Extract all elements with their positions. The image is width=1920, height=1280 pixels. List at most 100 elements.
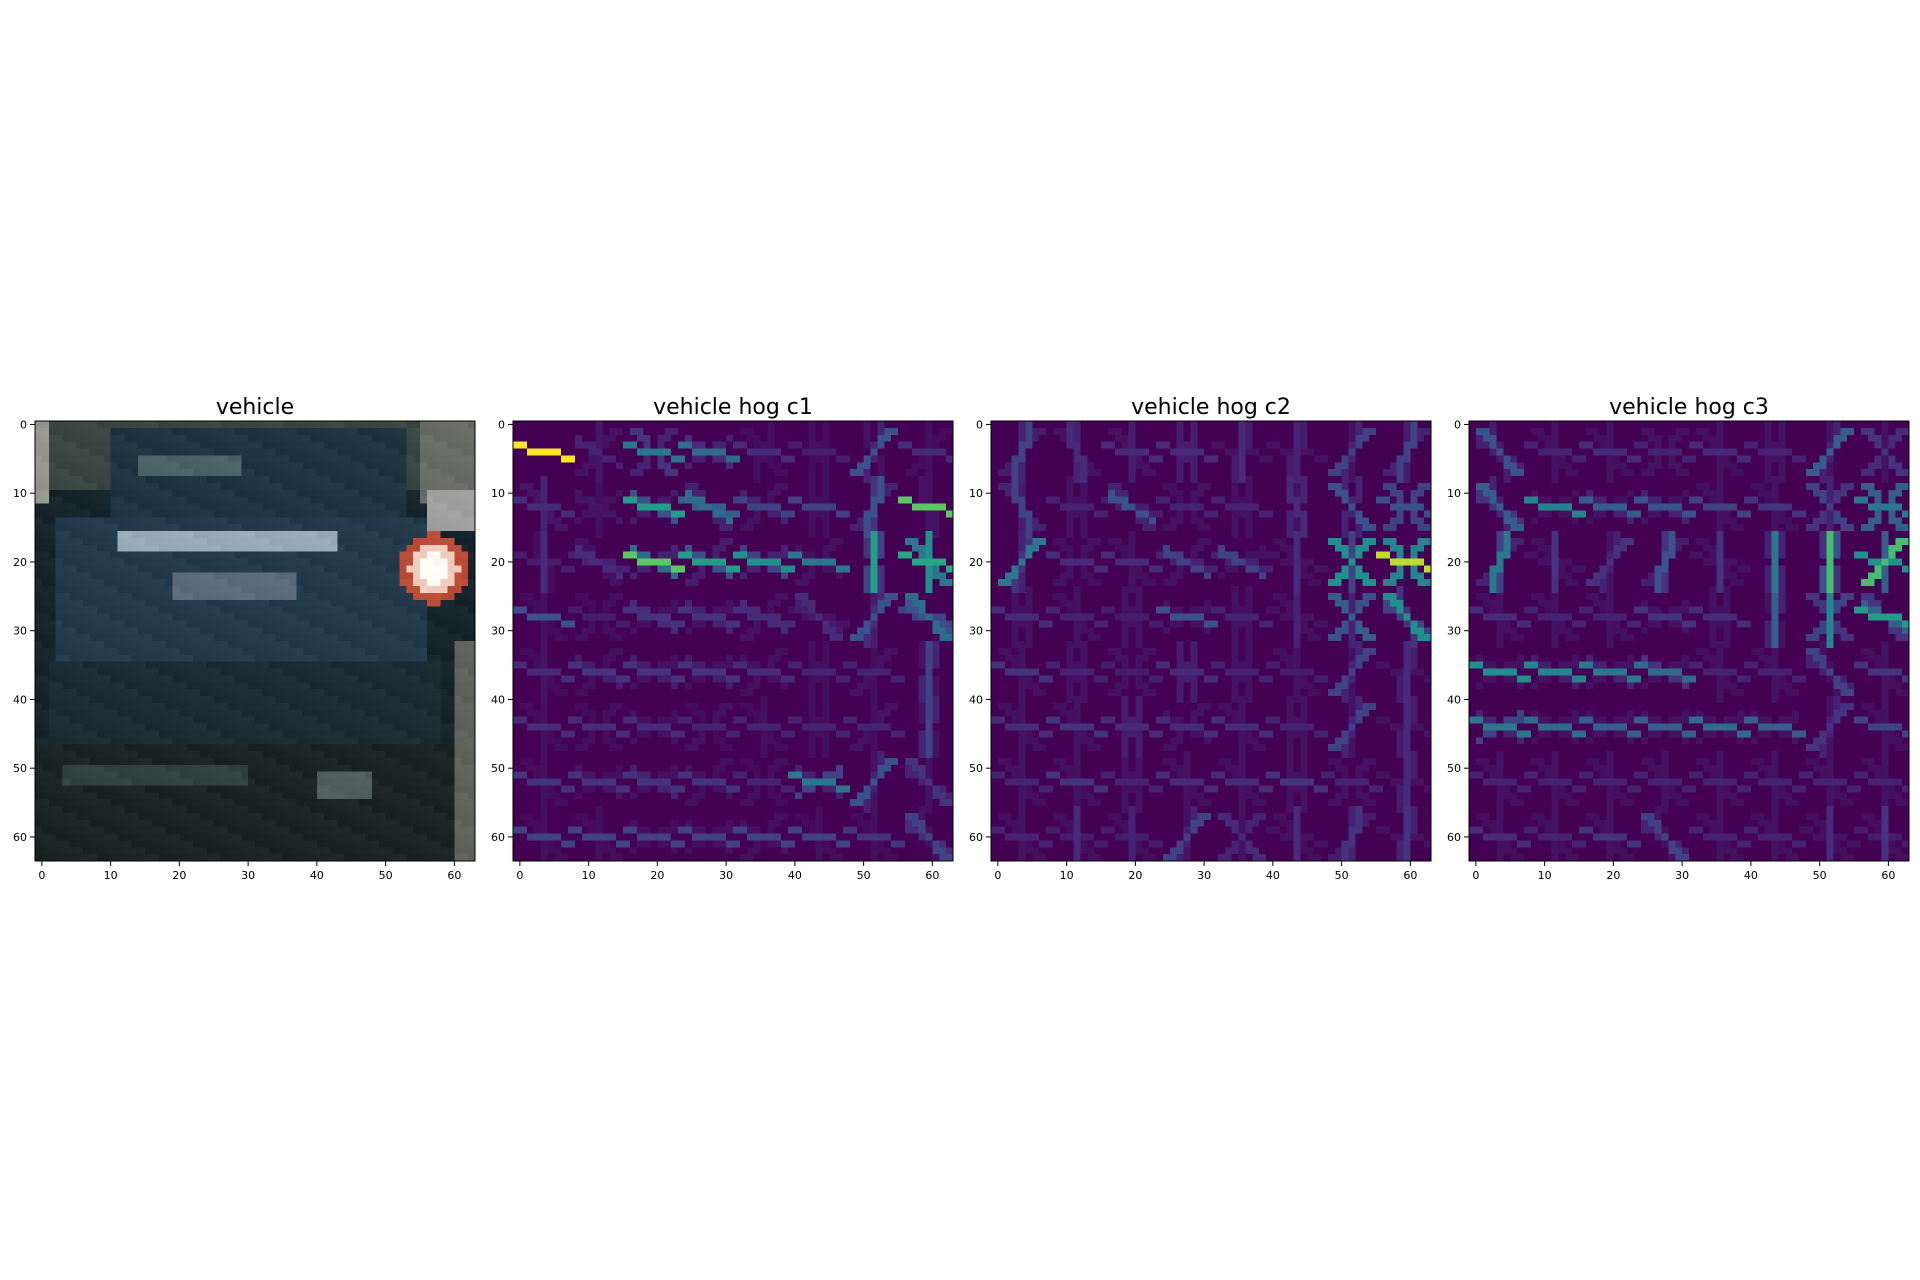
- pixel: [213, 599, 222, 608]
- pixel: [323, 613, 332, 621]
- pixel: [568, 476, 576, 484]
- pixel: [234, 482, 242, 491]
- pixel: [337, 709, 345, 718]
- pixel: [248, 462, 256, 470]
- pixel: [461, 730, 469, 738]
- pixel: [358, 833, 366, 841]
- pixel: [48, 441, 57, 449]
- pixel: [392, 764, 400, 773]
- pixel: [406, 854, 414, 862]
- pixel: [35, 812, 43, 821]
- pixel: [767, 496, 775, 504]
- pixel: [753, 482, 761, 491]
- pixel: [392, 792, 400, 800]
- pixel: [946, 469, 954, 477]
- pixel: [69, 668, 77, 676]
- pixel: [547, 455, 555, 463]
- pixel: [849, 441, 858, 449]
- pixel: [623, 482, 631, 491]
- pixel: [815, 427, 823, 436]
- pixel: [581, 469, 590, 477]
- pixel: [378, 572, 387, 580]
- pixel: [323, 421, 332, 429]
- pixel: [96, 675, 105, 683]
- pixel: [69, 696, 77, 704]
- pixel: [213, 668, 222, 676]
- pixel: [461, 806, 469, 814]
- pixel: [158, 744, 167, 752]
- pixel: [268, 771, 277, 779]
- pixel: [447, 847, 455, 855]
- pixel: [76, 531, 84, 539]
- pixel: [186, 531, 194, 539]
- pixel: [365, 579, 373, 587]
- pixel: [200, 441, 208, 449]
- pixel: [468, 551, 476, 559]
- pixel: [289, 613, 297, 621]
- pixel: [268, 599, 277, 608]
- pixel: [413, 819, 421, 828]
- pixel: [255, 579, 263, 587]
- pixel: [406, 510, 414, 518]
- pixel: [323, 517, 332, 525]
- pixel: [623, 489, 631, 498]
- pixel: [248, 476, 256, 484]
- pixel: [275, 696, 283, 704]
- pixel: [90, 785, 98, 793]
- pixel: [234, 421, 242, 429]
- pixel: [41, 482, 50, 491]
- pixel: [145, 496, 153, 504]
- pixel: [385, 476, 393, 484]
- pixel: [227, 757, 235, 766]
- pixel: [310, 558, 318, 566]
- pixel: [165, 764, 173, 773]
- pixel: [461, 771, 469, 779]
- pixel: [310, 840, 318, 848]
- pixel: [399, 751, 407, 759]
- pixel: [200, 799, 208, 807]
- pixel: [385, 482, 393, 491]
- pixel: [447, 503, 455, 511]
- pixel: [69, 689, 77, 697]
- pixel: [351, 551, 359, 559]
- pixel: [385, 840, 393, 848]
- pixel: [124, 654, 132, 663]
- pixel: [69, 847, 77, 855]
- pixel: [69, 654, 77, 663]
- pixel: [447, 606, 455, 614]
- pixel: [310, 482, 318, 491]
- pixel: [385, 544, 393, 553]
- pixel: [399, 668, 407, 676]
- pixel: [719, 455, 727, 463]
- pixel: [843, 482, 851, 491]
- pixel: [117, 702, 125, 711]
- pixel: [186, 709, 194, 718]
- pixel: [289, 537, 297, 546]
- pixel: [385, 668, 393, 676]
- pixel: [268, 654, 277, 663]
- pixel: [371, 757, 380, 766]
- pixel: [836, 476, 844, 484]
- pixel: [461, 606, 469, 614]
- pixel: [186, 799, 194, 807]
- pixel: [117, 482, 125, 491]
- pixel: [83, 641, 91, 649]
- pixel: [629, 496, 638, 504]
- pixel: [540, 476, 548, 484]
- pixel: [234, 586, 242, 594]
- pixel: [406, 489, 414, 498]
- pixel: [131, 641, 139, 649]
- pixel: [35, 503, 43, 511]
- pixel: [234, 544, 242, 553]
- pixel: [392, 778, 400, 786]
- pixel: [193, 723, 201, 731]
- pixel: [392, 531, 400, 539]
- pixel: [110, 675, 118, 683]
- pixel: [261, 427, 270, 436]
- pixel: [468, 565, 476, 573]
- pixel: [227, 702, 235, 711]
- pixel: [213, 421, 222, 429]
- pixel: [227, 489, 235, 498]
- pixel: [454, 606, 462, 614]
- pixel: [330, 716, 338, 724]
